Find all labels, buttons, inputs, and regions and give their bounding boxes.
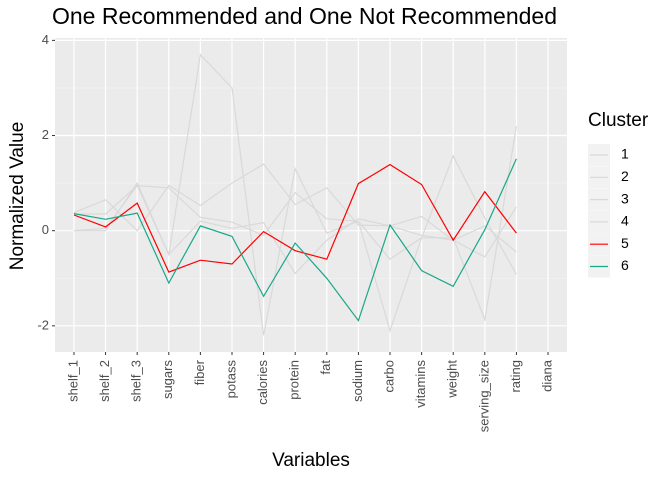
x-tick-label: shelf_1 <box>65 360 80 402</box>
x-tick-label: vitamins <box>413 360 428 408</box>
x-tick-label: shelf_3 <box>129 360 144 402</box>
x-tick-label: protein <box>287 360 302 400</box>
y-tick-label: -2 <box>37 317 49 332</box>
legend-label: 4 <box>621 213 629 229</box>
x-tick-label: weight <box>445 360 460 399</box>
x-tick-label: fat <box>318 360 333 375</box>
y-tick-label: 0 <box>42 222 49 237</box>
x-tick-label: sugars <box>160 360 175 400</box>
series-line <box>74 53 517 336</box>
x-tick-label: carbo <box>381 360 396 393</box>
x-tick-label: sodium <box>350 360 365 402</box>
series-line <box>74 184 517 275</box>
legend-label: 2 <box>621 168 629 184</box>
series-line <box>73 163 517 273</box>
legend-label: 6 <box>621 257 629 273</box>
series-line <box>73 158 517 322</box>
legend-label: 3 <box>621 190 629 206</box>
x-tick-label: diana <box>539 359 554 392</box>
legend-title: Cluster <box>588 110 649 131</box>
x-tick-label: rating <box>508 360 523 393</box>
x-tick-label: calories <box>255 360 270 405</box>
x-tick-label: fiber <box>192 359 207 385</box>
x-axis-title: Variables <box>272 450 350 471</box>
legend-label: 5 <box>621 235 629 251</box>
y-tick-label: 2 <box>42 127 49 142</box>
series-line <box>73 163 517 258</box>
chart-title: One Recommended and One Not Recommended <box>52 3 557 29</box>
series-line <box>73 154 517 275</box>
y-axis-title: Normalized Value <box>7 122 28 271</box>
x-tick-label: serving_size <box>476 360 491 432</box>
plot-background <box>55 38 567 352</box>
legend-label: 1 <box>621 146 629 162</box>
x-tick-label: potass <box>223 360 238 399</box>
x-tick-label: shelf_2 <box>97 360 112 402</box>
y-tick-label: 4 <box>42 32 49 47</box>
